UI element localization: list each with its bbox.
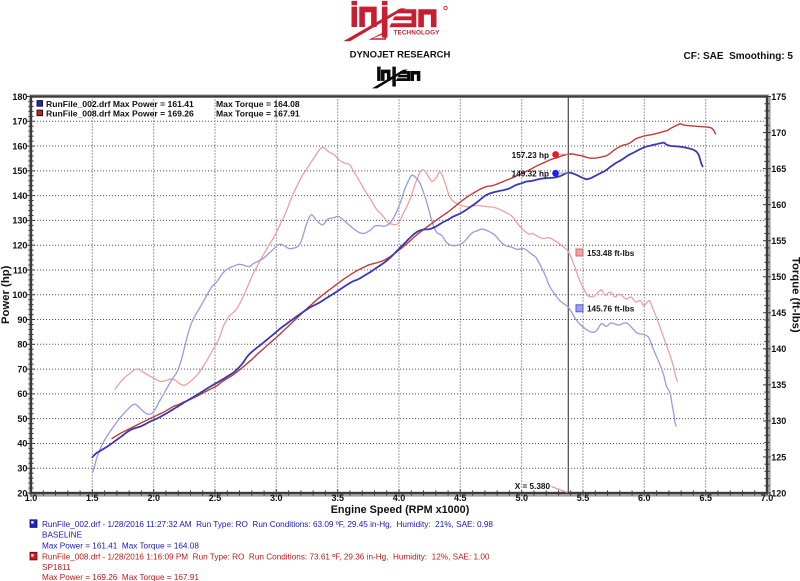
svg-text:Power (hp): Power (hp) [0, 265, 12, 324]
svg-text:120: 120 [771, 488, 786, 498]
svg-text:2.5: 2.5 [209, 493, 222, 503]
svg-text:175: 175 [771, 92, 786, 102]
svg-text:6.5: 6.5 [699, 493, 712, 503]
svg-text:145.76 ft-lbs: 145.76 ft-lbs [587, 305, 635, 314]
svg-text:X = 5.380: X = 5.380 [515, 482, 551, 491]
svg-text:130: 130 [771, 416, 786, 426]
svg-text:70: 70 [17, 364, 27, 374]
svg-text:155: 155 [771, 236, 786, 246]
svg-text:130: 130 [12, 216, 27, 226]
svg-text:3.5: 3.5 [331, 493, 344, 503]
svg-text:150: 150 [771, 272, 786, 282]
svg-text:100: 100 [12, 290, 27, 300]
svg-text:Max Torque = 167.91: Max Torque = 167.91 [216, 108, 300, 118]
svg-text:4.0: 4.0 [393, 493, 406, 503]
svg-text:170: 170 [771, 128, 786, 138]
svg-text:90: 90 [17, 315, 27, 325]
svg-text:30: 30 [17, 464, 27, 474]
svg-text:5.0: 5.0 [515, 493, 528, 503]
svg-text:160: 160 [771, 200, 786, 210]
svg-text:60: 60 [17, 389, 27, 399]
svg-text:DYNOJET RESEARCH: DYNOJET RESEARCH [350, 50, 451, 61]
svg-text:145: 145 [771, 308, 786, 318]
svg-text:5.5: 5.5 [577, 493, 590, 503]
svg-text:160: 160 [12, 141, 27, 151]
svg-text:Max Power = 161.41 Max Torque: Max Power = 161.41 Max Torque = 164.08 [42, 541, 199, 550]
svg-text:110: 110 [13, 265, 28, 275]
svg-text:Max Power = 169.26 Max Torque: Max Power = 169.26 Max Torque = 167.91 [42, 573, 199, 581]
svg-text:80: 80 [17, 340, 27, 350]
svg-text:180: 180 [12, 92, 27, 102]
svg-text:TECHNOLOGY: TECHNOLOGY [393, 29, 440, 36]
svg-text:140: 140 [12, 191, 27, 201]
svg-text:RunFile_008.drf - 1/28/2016 1:: RunFile_008.drf - 1/28/2016 1:16:09 PM R… [42, 552, 490, 561]
svg-text:170: 170 [12, 117, 27, 127]
svg-text:40: 40 [17, 439, 27, 449]
svg-text:149.32 hp: 149.32 hp [512, 170, 549, 179]
svg-text:3.0: 3.0 [270, 493, 283, 503]
svg-text:SP1811: SP1811 [42, 563, 71, 572]
svg-text:50: 50 [17, 414, 27, 424]
svg-text:RunFile_008.drf Max Power = 16: RunFile_008.drf Max Power = 169.26 [46, 108, 194, 118]
svg-text:157.23 hp: 157.23 hp [512, 151, 549, 160]
svg-text:4.5: 4.5 [454, 493, 467, 503]
svg-text:Max Torque = 164.08: Max Torque = 164.08 [216, 99, 300, 109]
svg-text:6.0: 6.0 [638, 493, 651, 503]
svg-text:20: 20 [17, 488, 27, 498]
svg-text:140: 140 [771, 344, 786, 354]
svg-text:125: 125 [771, 452, 786, 462]
svg-text:165: 165 [771, 164, 786, 174]
svg-text:2.0: 2.0 [147, 493, 160, 503]
svg-text:150: 150 [12, 166, 27, 176]
svg-text:120: 120 [12, 241, 27, 251]
svg-text:CF: SAE Smoothing: 5: CF: SAE Smoothing: 5 [684, 51, 794, 62]
svg-text:RunFile_002.drf - 1/28/2016 11: RunFile_002.drf - 1/28/2016 11:27:32 AM … [42, 520, 493, 529]
svg-text:1.0: 1.0 [25, 493, 38, 503]
svg-text:135: 135 [771, 380, 786, 390]
svg-text:RunFile_002.drf Max Power = 16: RunFile_002.drf Max Power = 161.41 [46, 99, 194, 109]
svg-text:7.0: 7.0 [761, 493, 774, 503]
svg-text:Engine Speed (RPM x1000): Engine Speed (RPM x1000) [331, 504, 470, 516]
svg-text:1.5: 1.5 [86, 493, 99, 503]
svg-text:153.48 ft-lbs: 153.48 ft-lbs [587, 249, 635, 258]
svg-text:BASELINE: BASELINE [42, 531, 83, 540]
svg-text:Torque (ft-lbs): Torque (ft-lbs) [790, 257, 800, 333]
